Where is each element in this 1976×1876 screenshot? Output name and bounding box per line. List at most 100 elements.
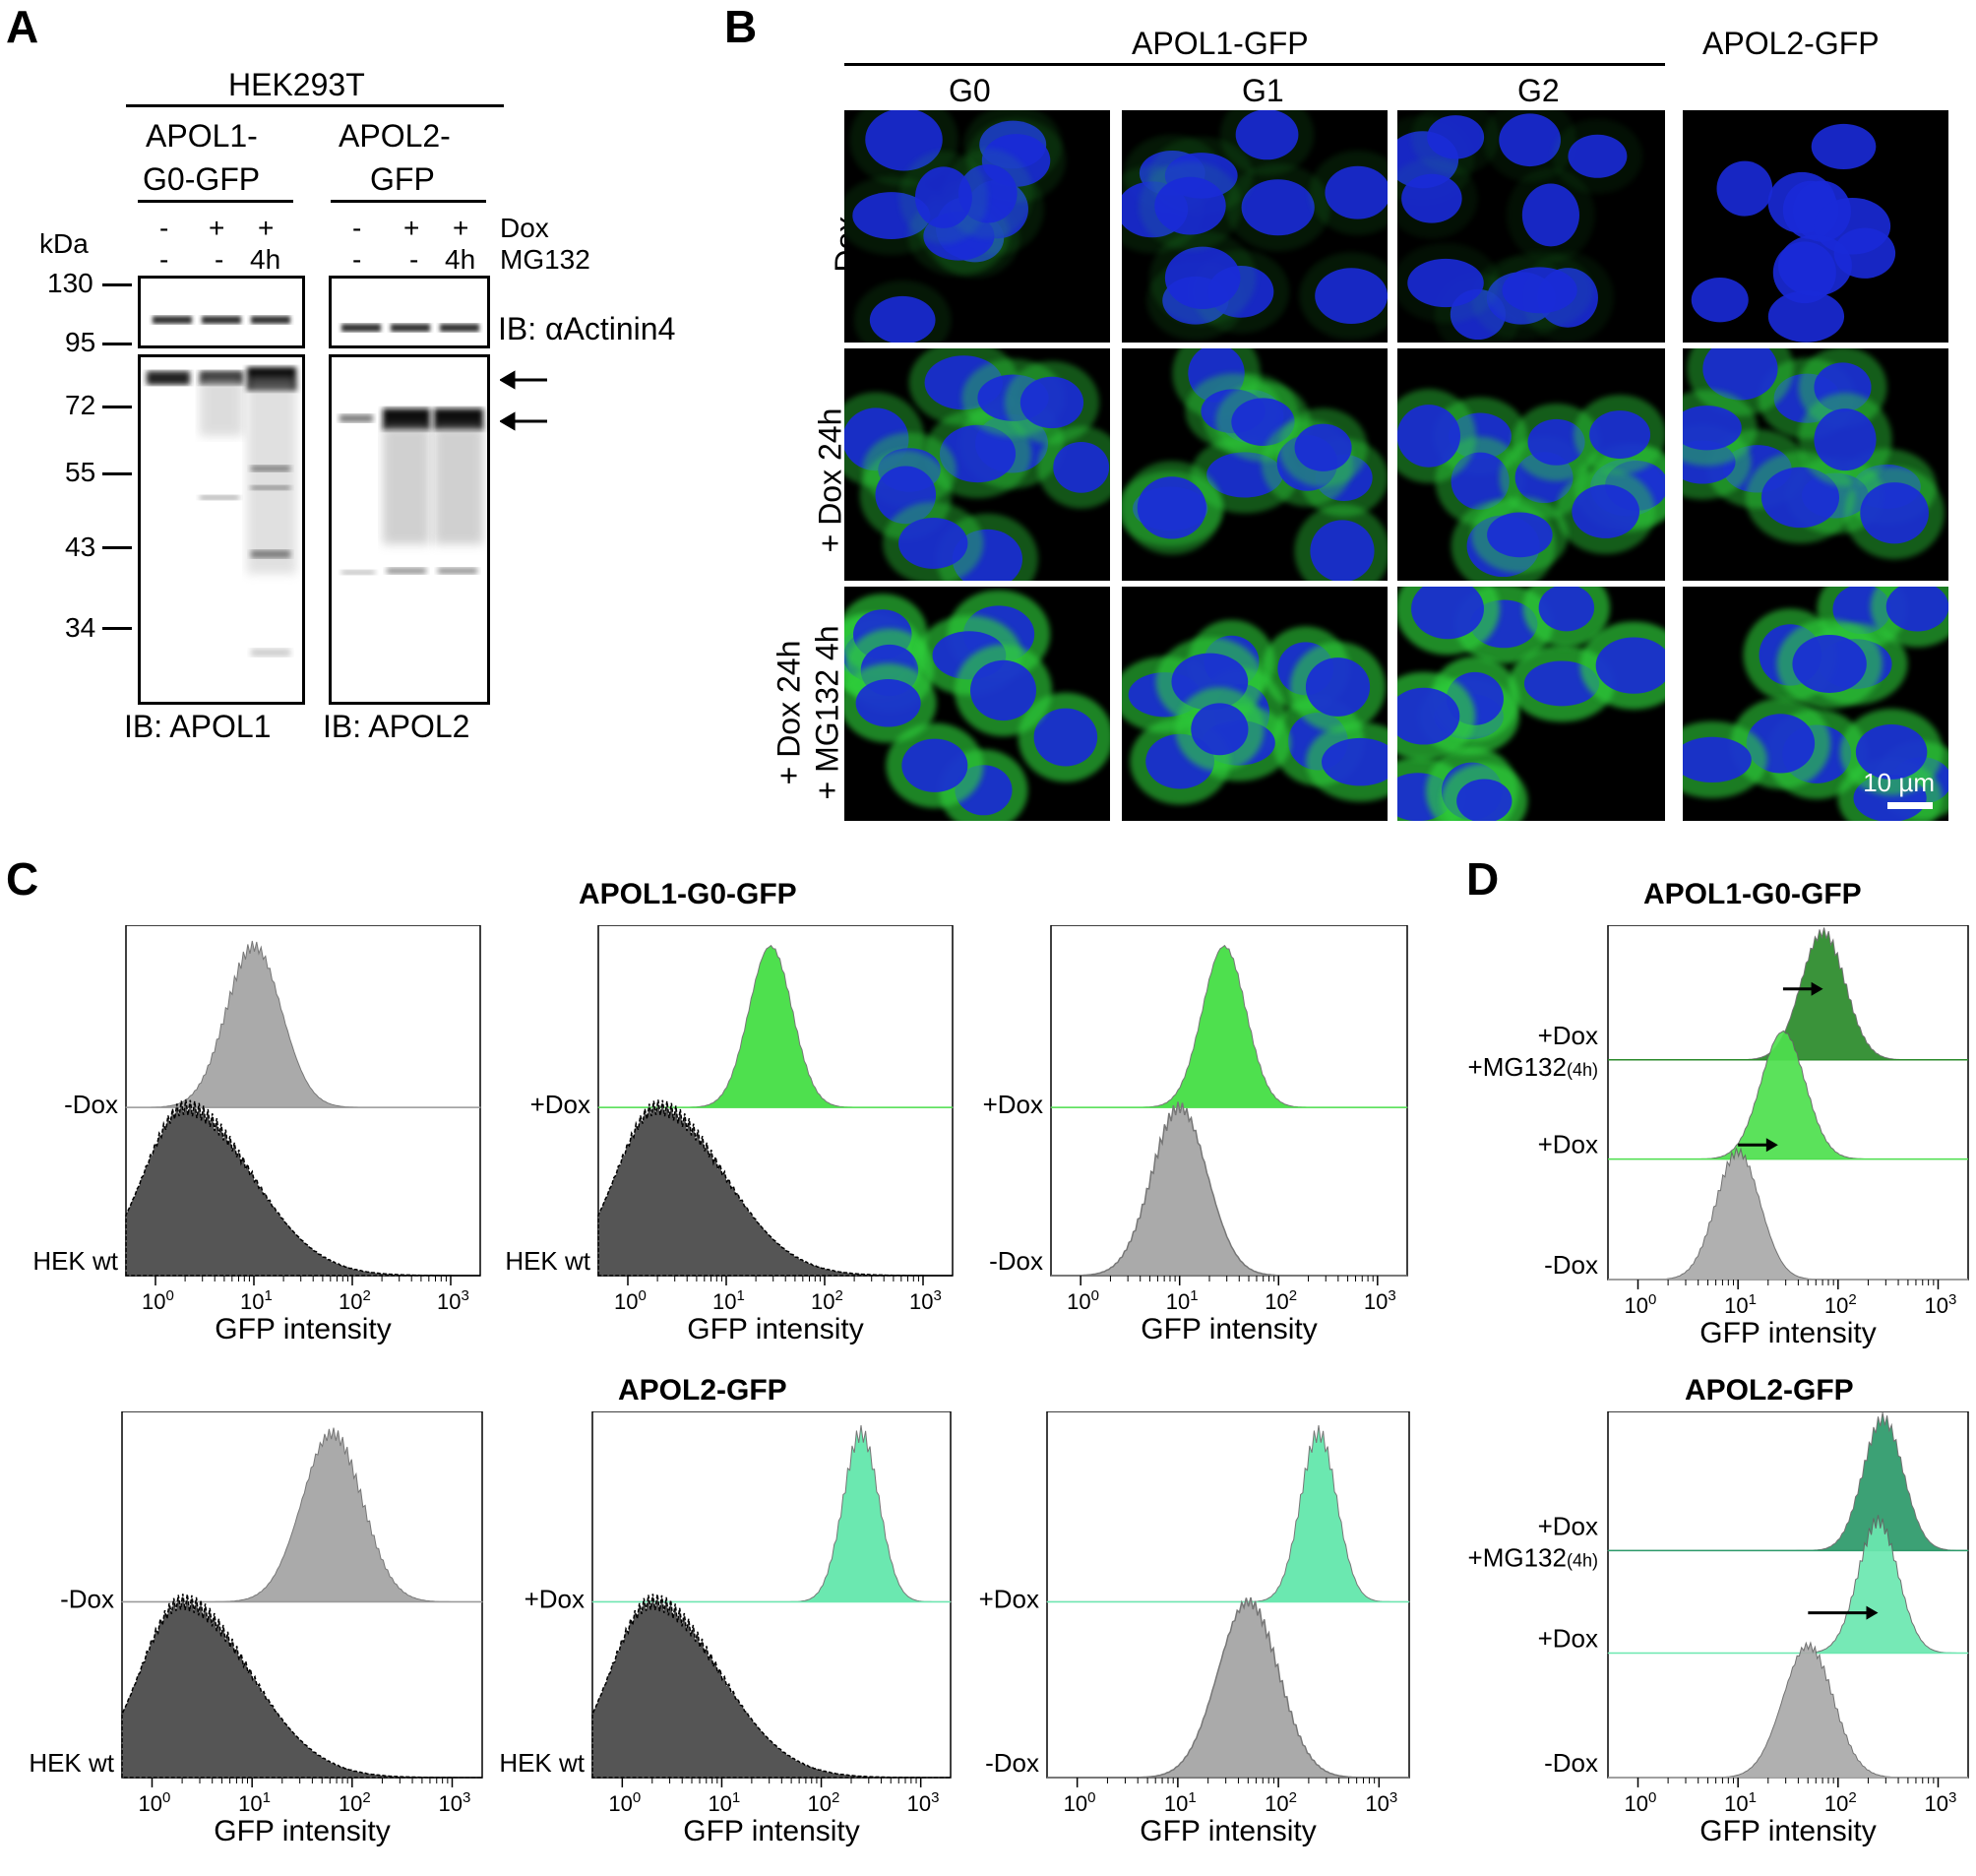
micrograph-r2-c1 xyxy=(844,348,1110,581)
mg-sign-lane3: 4h xyxy=(250,244,281,275)
track-label-bottom: HEK wt xyxy=(505,1246,590,1276)
ib-apol2-label: IB: APOL2 xyxy=(323,709,470,744)
micrograph-image xyxy=(844,348,1110,581)
tick-label-10e1: 101 xyxy=(1724,1789,1757,1816)
micrograph-r1-c4 xyxy=(1683,110,1948,343)
mg-sign-lane1: - xyxy=(159,244,169,275)
tick-label-10e1: 101 xyxy=(708,1789,740,1816)
track-label-dox-mg-line1: +Dox xyxy=(1538,1511,1598,1540)
histogram-bottom-series xyxy=(591,1594,951,1779)
track-label-bottom: HEK wt xyxy=(32,1246,118,1276)
micrograph-image xyxy=(1683,348,1945,560)
track-label-pos-dox: +Dox xyxy=(1538,1624,1598,1654)
tick-label-10e1: 101 xyxy=(240,1287,273,1314)
marker-130: 130 xyxy=(47,268,93,298)
micrograph-r1-c1 xyxy=(844,110,1110,343)
tick-label-10e1: 101 xyxy=(1164,1789,1197,1816)
panel-d-title-bottom: APOL2-GFP xyxy=(1685,1374,1854,1407)
dox-row-label: Dox xyxy=(500,213,549,243)
track-label-dox-mg-line2: +MG132(4h) xyxy=(1468,1052,1598,1082)
track-label-dox-mg-line2: +MG132(4h) xyxy=(1468,1542,1598,1572)
x-axis-label: GFP intensity xyxy=(1699,1317,1877,1349)
tick-label-10e3: 103 xyxy=(437,1287,469,1314)
panel-c-title-top: APOL1-G0-GFP xyxy=(579,878,797,910)
tick-label-10e2: 102 xyxy=(339,1287,371,1314)
row-plus-dox-24h: + Dox 24h xyxy=(812,407,848,553)
blot-actinin-apol2 xyxy=(329,276,490,348)
marker-95-tick xyxy=(102,343,132,345)
apol1-gfp-header: APOL1-GFP xyxy=(1132,26,1309,61)
tick-label-10e0: 100 xyxy=(142,1287,174,1314)
track-label-top: +Dox xyxy=(525,1584,585,1613)
panel-b-letter: B xyxy=(724,1,758,52)
blot-actinin-apol1-bands xyxy=(153,316,290,324)
track-label-bottom: HEK wt xyxy=(29,1748,114,1778)
tick-label-10e2: 102 xyxy=(1824,1789,1857,1816)
panel-c-letter: C xyxy=(6,853,39,905)
track-label-top: -Dox xyxy=(60,1584,114,1613)
tick-label-10e1: 101 xyxy=(238,1789,271,1816)
panel-d-title-top: APOL1-G0-GFP xyxy=(1643,878,1862,910)
micrograph-image xyxy=(1397,389,1665,581)
histogram-bottom-series xyxy=(1051,1101,1407,1277)
column-g1: G1 xyxy=(1242,73,1284,108)
histogram-bottom-series xyxy=(597,1099,953,1277)
row-dox-mg-line1: + Dox 24h xyxy=(771,640,807,785)
track-label-top: +Dox xyxy=(983,1090,1043,1119)
micrograph-r2-c2 xyxy=(1122,348,1388,581)
tick-label-10e0: 100 xyxy=(1067,1287,1099,1314)
histogram-c-top-3: +Dox -Dox 100 101 102 103 GFP intensity xyxy=(983,925,1408,1345)
x-axis-label: GFP intensity xyxy=(1140,1815,1317,1847)
histogram-bottom-series xyxy=(121,1594,482,1779)
tick-label-10e3: 103 xyxy=(1365,1789,1397,1816)
micrograph-r2-c4 xyxy=(1683,348,1948,581)
marker-55-tick xyxy=(102,472,132,475)
tick-label-10e1: 101 xyxy=(1724,1291,1757,1318)
tick-label-10e2: 102 xyxy=(1824,1291,1857,1318)
ib-apol1-label: IB: APOL1 xyxy=(124,709,272,744)
track-label-bottom: -Dox xyxy=(989,1246,1043,1276)
mg-sign-lane4: - xyxy=(352,244,362,275)
marker-43: 43 xyxy=(65,532,96,562)
band-arrows xyxy=(500,370,547,431)
tick-label-10e0: 100 xyxy=(1625,1789,1657,1816)
mg-sign-lane2: - xyxy=(215,244,224,275)
micrograph-image xyxy=(1397,587,1665,821)
tick-label-10e0: 100 xyxy=(614,1287,647,1314)
tick-label-10e2: 102 xyxy=(811,1287,843,1314)
cell-line-label: HEK293T xyxy=(228,67,365,102)
x-axis-label: GFP intensity xyxy=(687,1313,864,1345)
x-axis-label: GFP intensity xyxy=(683,1815,860,1847)
track-label-neg-dox: -Dox xyxy=(1544,1250,1598,1280)
mg132-row-label: MG132 xyxy=(500,244,590,275)
panel-c-title-bottom: APOL2-GFP xyxy=(618,1374,787,1407)
column-g2: G2 xyxy=(1517,73,1560,108)
marker-130-tick xyxy=(102,283,132,286)
apol1-g0-gfp-header-line1: APOL1- xyxy=(146,118,258,154)
tick-label-10e3: 103 xyxy=(1925,1789,1957,1816)
tick-label-10e2: 102 xyxy=(1265,1789,1297,1816)
tick-label-10e2: 102 xyxy=(339,1789,371,1816)
tick-label-10e3: 103 xyxy=(439,1789,471,1816)
shift-arrow-icon xyxy=(1782,981,1823,996)
shift-arrow-icon xyxy=(1738,1138,1778,1153)
dox-sign-lane1: - xyxy=(159,213,169,243)
blot-apol2 xyxy=(329,354,490,705)
tick-label-10e2: 102 xyxy=(1265,1287,1297,1314)
histogram-c-top-1: -Dox HEK wt 100 101 102 103 GFP intensity xyxy=(32,925,481,1345)
track-label-bottom: -Dox xyxy=(985,1748,1039,1778)
micrograph-image xyxy=(1122,348,1388,581)
marker-72-tick xyxy=(102,406,132,408)
apol2-gfp-header: APOL2-GFP xyxy=(1702,26,1880,61)
tick-label-10e1: 101 xyxy=(1166,1287,1199,1314)
tick-label-10e3: 103 xyxy=(1364,1287,1396,1314)
micrograph-r3-c2 xyxy=(1122,587,1388,821)
micrograph-image xyxy=(1122,619,1388,805)
blot-apol1 xyxy=(138,354,305,705)
histogram-c-bot-3: +Dox -Dox 100 101 102 103 GFP intensity xyxy=(979,1411,1410,1847)
apol2-header-underline xyxy=(331,200,486,203)
x-axis-label: GFP intensity xyxy=(215,1313,392,1345)
micrograph-r3-c4: 10 µm xyxy=(1683,587,1948,821)
